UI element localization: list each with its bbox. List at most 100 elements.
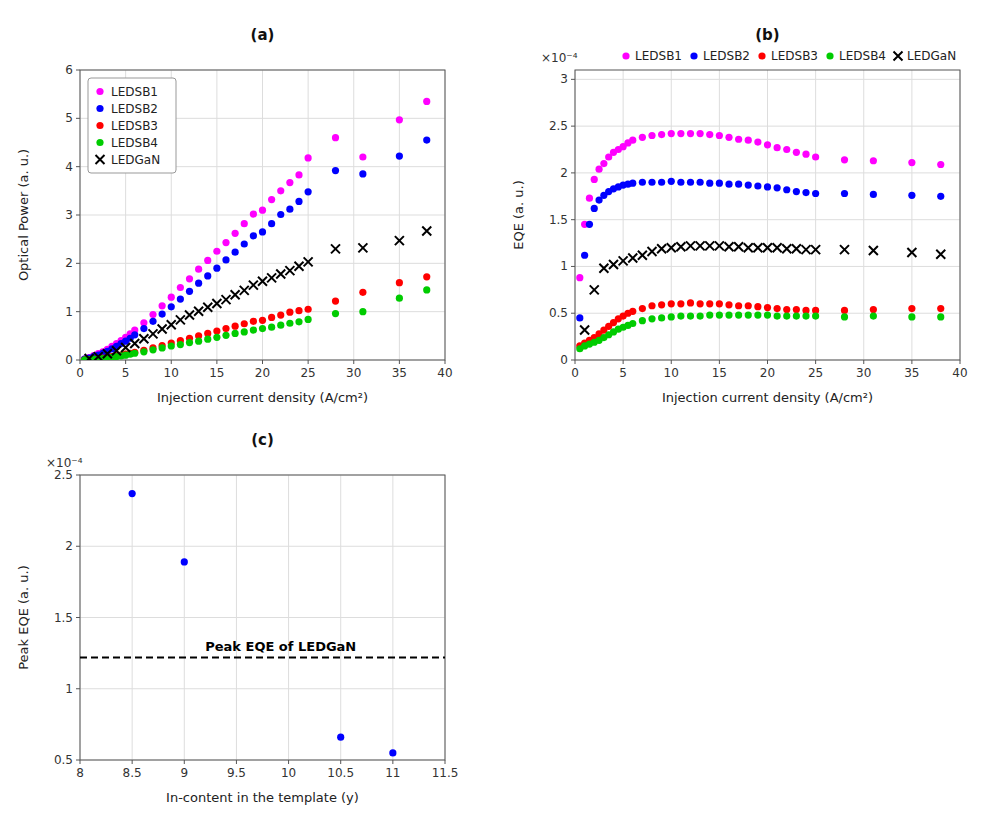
- point: [908, 159, 915, 166]
- tick-label: 3: [560, 72, 568, 86]
- point: [276, 269, 285, 278]
- point: [639, 317, 646, 324]
- point: [870, 157, 877, 164]
- tick-label: 6: [65, 63, 73, 77]
- point: [332, 167, 339, 174]
- tick-mark: [76, 760, 80, 761]
- plot-frame: [80, 475, 445, 760]
- tick-mark: [571, 360, 575, 361]
- tick-mark: [262, 360, 263, 364]
- point: [629, 180, 636, 187]
- tick-mark: [571, 219, 575, 220]
- point: [305, 316, 312, 323]
- grid-line: [575, 79, 960, 80]
- grid-line: [863, 70, 864, 360]
- point: [725, 134, 732, 141]
- point: [222, 256, 229, 263]
- point: [639, 179, 646, 186]
- tick-label: 20: [255, 366, 270, 380]
- series: [85, 226, 432, 360]
- point: [639, 305, 646, 312]
- tick-mark: [288, 760, 289, 764]
- point: [121, 343, 130, 352]
- tick-mark: [132, 760, 133, 764]
- point: [258, 277, 267, 286]
- point: [222, 295, 231, 304]
- tick-label: 8: [76, 766, 84, 780]
- point: [774, 144, 781, 151]
- point: [177, 296, 184, 303]
- tick-mark: [575, 360, 576, 364]
- point: [697, 312, 704, 319]
- point: [687, 130, 694, 137]
- point: [869, 246, 878, 255]
- tick-mark: [236, 760, 237, 764]
- point: [937, 161, 944, 168]
- point: [764, 183, 771, 190]
- x-axis-label: Injection current density (A/cm²): [157, 390, 368, 405]
- point: [129, 490, 136, 497]
- tick-label: 2.5: [549, 119, 568, 133]
- axis-multiplier: ×10⁻⁴: [46, 456, 83, 470]
- tick-label: 15: [712, 366, 727, 380]
- point: [337, 734, 344, 741]
- point: [639, 134, 646, 141]
- point: [841, 313, 848, 320]
- point: [268, 314, 275, 321]
- tick-mark: [571, 126, 575, 127]
- tick-label: 0: [571, 366, 579, 380]
- tick-label: 35: [904, 366, 919, 380]
- tick-mark: [76, 118, 80, 119]
- tick-mark: [353, 360, 354, 364]
- point: [802, 245, 811, 254]
- point: [783, 306, 790, 313]
- point: [185, 311, 194, 320]
- point: [735, 302, 742, 309]
- point: [285, 266, 294, 275]
- point: [213, 334, 220, 341]
- tick-label: 0.5: [549, 306, 568, 320]
- tick-mark: [80, 360, 81, 364]
- point: [812, 312, 819, 319]
- point: [267, 273, 276, 282]
- point: [222, 325, 229, 332]
- panel: 051015202530354000.511.522.53(b)×10⁻⁴Inj…: [511, 26, 968, 405]
- point: [735, 136, 742, 143]
- legend-box: [88, 78, 176, 173]
- point: [204, 272, 211, 279]
- x-axis-label: Injection current density (A/cm²): [662, 390, 873, 405]
- tick-label: 9: [180, 766, 188, 780]
- point: [331, 244, 340, 253]
- tick-label: 5: [619, 366, 627, 380]
- point: [908, 313, 915, 320]
- legend-swatch: [96, 139, 103, 146]
- point: [609, 260, 618, 269]
- point: [706, 180, 713, 187]
- point: [195, 280, 202, 287]
- tick-label: 10: [281, 766, 296, 780]
- point: [423, 98, 430, 105]
- point: [358, 243, 367, 252]
- point: [396, 279, 403, 286]
- ticks: 05101520253035400123456: [65, 63, 452, 380]
- point: [774, 184, 781, 191]
- point: [241, 240, 248, 247]
- grid-line: [575, 266, 960, 267]
- point: [716, 311, 723, 318]
- series: [129, 490, 397, 757]
- point: [783, 186, 790, 193]
- point: [745, 302, 752, 309]
- point: [250, 318, 257, 325]
- point: [140, 348, 147, 355]
- point: [423, 286, 430, 293]
- point: [259, 317, 266, 324]
- point: [167, 320, 176, 329]
- legend-label: LEDSB1: [111, 85, 158, 99]
- tick-label: 8.5: [123, 766, 142, 780]
- legend-label: LEDSB3: [771, 49, 818, 63]
- point: [783, 312, 790, 319]
- point: [725, 242, 734, 251]
- series: [576, 299, 944, 349]
- point: [677, 300, 684, 307]
- point: [764, 311, 771, 318]
